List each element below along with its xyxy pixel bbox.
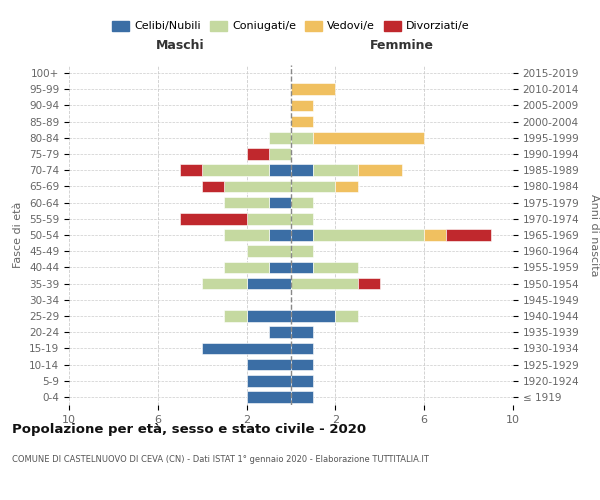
Bar bbox=[269, 197, 291, 208]
Bar bbox=[291, 278, 358, 289]
Bar bbox=[247, 358, 291, 370]
Bar bbox=[335, 310, 358, 322]
Bar bbox=[269, 326, 291, 338]
Bar bbox=[269, 148, 291, 160]
Text: Femmine: Femmine bbox=[370, 40, 434, 52]
Bar bbox=[313, 262, 358, 273]
Bar bbox=[291, 310, 335, 322]
Bar bbox=[291, 246, 313, 257]
Bar bbox=[358, 164, 402, 176]
Bar bbox=[446, 229, 491, 241]
Bar bbox=[180, 164, 202, 176]
Bar bbox=[224, 197, 269, 208]
Bar bbox=[291, 342, 313, 354]
Bar bbox=[291, 116, 313, 128]
Text: Popolazione per età, sesso e stato civile - 2020: Popolazione per età, sesso e stato civil… bbox=[12, 422, 366, 436]
Bar bbox=[247, 278, 291, 289]
Bar bbox=[247, 246, 291, 257]
Bar bbox=[291, 391, 313, 402]
Bar bbox=[180, 213, 247, 224]
Bar bbox=[269, 262, 291, 273]
Bar bbox=[291, 84, 335, 95]
Bar bbox=[202, 342, 291, 354]
Bar bbox=[247, 148, 269, 160]
Bar bbox=[247, 375, 291, 386]
Bar bbox=[291, 164, 313, 176]
Bar bbox=[291, 197, 313, 208]
Bar bbox=[291, 375, 313, 386]
Bar bbox=[291, 358, 313, 370]
Bar bbox=[291, 100, 313, 112]
Bar bbox=[202, 278, 247, 289]
Bar bbox=[291, 326, 313, 338]
Bar bbox=[313, 164, 358, 176]
Bar bbox=[224, 229, 269, 241]
Bar bbox=[269, 132, 291, 143]
Bar bbox=[291, 132, 313, 143]
Bar bbox=[269, 164, 291, 176]
Bar bbox=[335, 180, 358, 192]
Bar bbox=[247, 391, 291, 402]
Bar bbox=[358, 278, 380, 289]
Y-axis label: Fasce di età: Fasce di età bbox=[13, 202, 23, 268]
Bar bbox=[313, 229, 424, 241]
Bar bbox=[202, 180, 224, 192]
Bar bbox=[291, 262, 313, 273]
Y-axis label: Anni di nascita: Anni di nascita bbox=[589, 194, 599, 276]
Bar bbox=[247, 213, 291, 224]
Bar bbox=[424, 229, 446, 241]
Bar bbox=[202, 164, 269, 176]
Bar bbox=[224, 310, 247, 322]
Bar bbox=[224, 262, 269, 273]
Bar bbox=[291, 213, 313, 224]
Text: Maschi: Maschi bbox=[155, 40, 205, 52]
Legend: Celibi/Nubili, Coniugati/e, Vedovi/e, Divorziati/e: Celibi/Nubili, Coniugati/e, Vedovi/e, Di… bbox=[108, 16, 474, 36]
Bar bbox=[247, 310, 291, 322]
Bar bbox=[313, 132, 424, 143]
Text: COMUNE DI CASTELNUOVO DI CEVA (CN) - Dati ISTAT 1° gennaio 2020 - Elaborazione T: COMUNE DI CASTELNUOVO DI CEVA (CN) - Dat… bbox=[12, 455, 429, 464]
Bar bbox=[291, 229, 313, 241]
Bar bbox=[224, 180, 291, 192]
Bar bbox=[269, 229, 291, 241]
Bar bbox=[291, 180, 335, 192]
